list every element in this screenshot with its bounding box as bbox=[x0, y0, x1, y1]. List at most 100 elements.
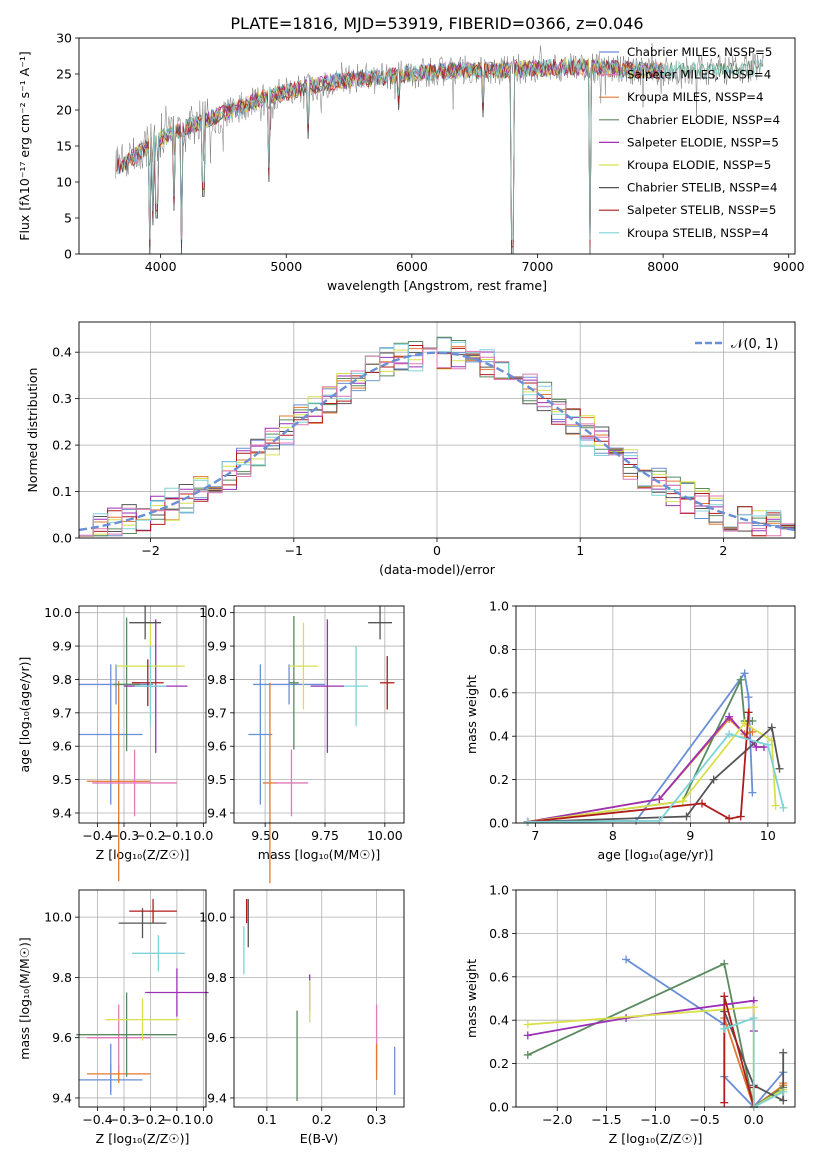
weight-series-line bbox=[723, 1016, 784, 1109]
model-spectrum-line bbox=[116, 57, 764, 240]
errorbar-point bbox=[344, 646, 369, 727]
y-tick-label: 10.0 bbox=[44, 605, 72, 620]
weight-marker bbox=[771, 801, 780, 810]
y-tick-label: 0.6 bbox=[489, 969, 509, 984]
x-tick-label: 4000 bbox=[145, 259, 177, 274]
y-tick-label: 0.4 bbox=[52, 345, 72, 360]
weight-marker bbox=[720, 1098, 729, 1107]
y-tick-label: 9.9 bbox=[52, 639, 72, 654]
x-tick-label: 10.00 bbox=[367, 828, 403, 843]
x-tick-label: −0.4 bbox=[82, 828, 112, 843]
y-tick-label: 9.7 bbox=[207, 705, 227, 720]
y-tick-label: 0.3 bbox=[52, 391, 72, 406]
y-tick-label: 1.0 bbox=[489, 883, 509, 898]
x-tick-label: −0.4 bbox=[82, 1112, 112, 1127]
errorbar-point bbox=[86, 1004, 151, 1071]
y-tick-label: 10.0 bbox=[44, 910, 72, 925]
x-tick-label: −0.1 bbox=[162, 1112, 192, 1127]
axes-frame bbox=[78, 889, 207, 1108]
panel-spectrum: 4000 5000 6000 7000 8000 9000 0 5 10 15 20 25 30 wave… bbox=[17, 31, 805, 294]
y-tick-label: 10 bbox=[56, 175, 72, 190]
plot-area bbox=[76, 899, 209, 1095]
x-axis-label: Z [log₁₀(Z/Z☉)] bbox=[609, 1131, 703, 1146]
model-spectrum-line bbox=[116, 58, 663, 254]
weight-marker bbox=[748, 788, 757, 797]
y-tick-label: 9.5 bbox=[207, 772, 227, 787]
weight-marker bbox=[779, 1087, 788, 1096]
y-tick-label: 9.4 bbox=[52, 805, 72, 820]
weight-marker bbox=[523, 817, 532, 826]
y-tick-label: 9.6 bbox=[207, 1030, 227, 1045]
weight-marker bbox=[752, 743, 761, 752]
axes-frame bbox=[515, 605, 796, 824]
x-tick-label: 9.75 bbox=[311, 828, 339, 843]
plot-area bbox=[79, 606, 188, 882]
legend-entry: Kroupa MILES, NSSP=4 bbox=[627, 90, 763, 104]
panel-weight-vs-z: −2.0 −1.5 −1.0 −0.5 0.0 0.0 0.2 0.4 0.6 0.8 1.0 Z [… bbox=[464, 883, 796, 1146]
x-tick-label: 6000 bbox=[396, 259, 428, 274]
weight-marker bbox=[720, 959, 729, 968]
y-tick-label: 9.8 bbox=[52, 672, 72, 687]
errorbar-point bbox=[79, 664, 143, 805]
model-spectrum-line bbox=[116, 58, 663, 254]
legend-entry: Salpeter MILES, NSSP=4 bbox=[627, 68, 771, 82]
axes-frame bbox=[78, 321, 796, 539]
x-tick-label: 9 bbox=[686, 828, 694, 843]
weight-marker bbox=[720, 992, 729, 1001]
legend-entry: Kroupa STELIB, NSSP=4 bbox=[627, 226, 769, 240]
legend: 𝒩(0, 1) bbox=[695, 337, 778, 352]
weight-marker bbox=[767, 723, 776, 732]
y-tick-label: 25 bbox=[56, 67, 72, 82]
legend-entry: Chabrier MILES, NSSP=5 bbox=[627, 45, 772, 59]
errorbar-point bbox=[310, 619, 345, 753]
weight-marker bbox=[725, 712, 734, 721]
weight-marker bbox=[775, 764, 784, 773]
y-tick-label: 0.2 bbox=[52, 438, 72, 453]
weight-marker bbox=[736, 675, 745, 684]
weight-marker bbox=[678, 797, 687, 806]
y-tick-label: 20 bbox=[56, 103, 72, 118]
errorbar-point bbox=[134, 646, 167, 727]
weight-series-line bbox=[723, 996, 755, 1108]
panel-residual-hist: −2 −1 0 1 2 0.0 0.1 0.2 0.3 0.4 (data-model)/error… bbox=[25, 321, 796, 577]
x-axis-label: age [log₁₀(age/yr)] bbox=[598, 847, 714, 862]
plot-area bbox=[115, 43, 764, 254]
y-tick-label: 9.8 bbox=[52, 970, 72, 985]
y-tick-label: 9.6 bbox=[52, 739, 72, 754]
weight-marker bbox=[655, 795, 664, 804]
y-tick-label: 9.7 bbox=[52, 705, 72, 720]
weight-marker bbox=[749, 1003, 758, 1012]
weight-marker bbox=[763, 740, 772, 749]
panel-mass-vs-ebv: 0.1 0.2 0.3 9.4 9.6 9.8 10.0 E(B-V) bbox=[199, 889, 405, 1146]
errorbar-point bbox=[380, 656, 395, 710]
weight-series-line bbox=[527, 712, 750, 823]
model-spectrum-line bbox=[116, 57, 663, 248]
model-spectrum-line bbox=[116, 57, 663, 240]
errorbar-point bbox=[253, 664, 325, 705]
errorbar-point bbox=[92, 749, 177, 817]
x-tick-label: −2 bbox=[141, 543, 159, 558]
axes-frame bbox=[515, 889, 796, 1108]
errorbar-point bbox=[289, 616, 299, 750]
legend: Chabrier MILES, NSSP=5 Salpeter MILES, NS… bbox=[599, 45, 780, 240]
y-tick-label: 0.1 bbox=[52, 484, 72, 499]
plot-area bbox=[248, 606, 395, 884]
errorbar-point bbox=[131, 935, 185, 972]
weight-marker bbox=[749, 1014, 758, 1023]
x-tick-label: 0.3 bbox=[367, 1112, 387, 1127]
weight-marker bbox=[744, 708, 753, 717]
model-spectrum-line bbox=[116, 58, 663, 248]
y-tick-label: 0.0 bbox=[489, 1100, 509, 1115]
weight-series-line bbox=[527, 676, 753, 823]
weight-marker bbox=[736, 812, 745, 821]
legend-entry: Kroupa ELODIE, NSSP=5 bbox=[627, 158, 771, 172]
y-axis-label: Flux [fλ10⁻¹⁷ erg cm⁻² s⁻¹ A⁻¹] bbox=[17, 51, 32, 240]
x-tick-label: −1 bbox=[285, 543, 303, 558]
y-tick-label: 0.8 bbox=[489, 926, 509, 941]
plot-area bbox=[78, 336, 796, 537]
errorbar-point bbox=[289, 622, 318, 710]
panel-age-vs-z: −0.4−0.3−0.2−0.1 0.0 9.4 9.5 9.6 9.7 9.8 9.9 10.… bbox=[17, 605, 213, 882]
errorbar-point bbox=[248, 664, 273, 805]
data-spectrum-line bbox=[115, 43, 764, 179]
